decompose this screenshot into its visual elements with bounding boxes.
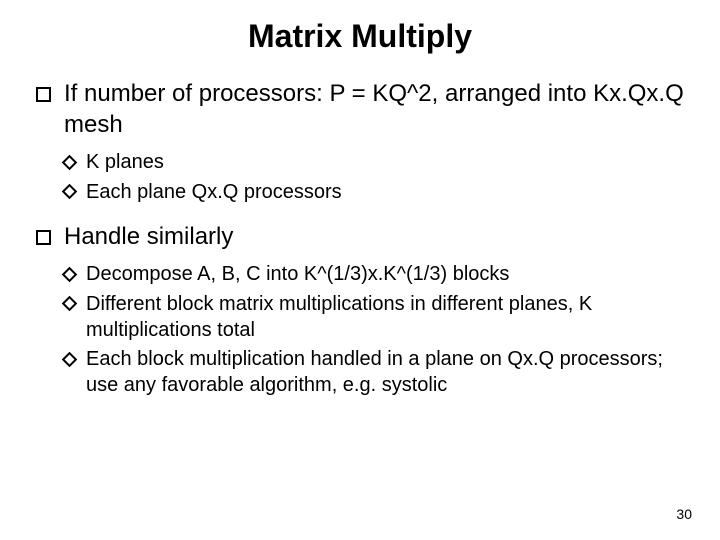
- bullet-level2-text: Different block matrix multiplications i…: [86, 293, 592, 341]
- diamond-bullet-icon: [62, 266, 78, 282]
- bullet-level2-text: K planes: [86, 151, 164, 173]
- bullet-level1: If number of processors: P = KQ^2, arran…: [36, 79, 684, 140]
- bullet-level2-text: Each plane Qx.Q processors: [86, 181, 342, 203]
- square-bullet-icon: [36, 230, 51, 245]
- bullet-level2: Different block matrix multiplications i…: [64, 292, 684, 343]
- slide: Matrix Multiply If number of processors:…: [0, 0, 720, 540]
- diamond-bullet-icon: [62, 296, 78, 312]
- bullet-level2: Each block multiplication handled in a p…: [64, 347, 684, 398]
- bullet-level2-text: Decompose A, B, C into K^(1/3)x.K^(1/3) …: [86, 263, 509, 285]
- bullet-level2: Each plane Qx.Q processors: [64, 180, 684, 206]
- bullet-level2-text: Each block multiplication handled in a p…: [86, 348, 663, 396]
- bullet-level2: K planes: [64, 150, 684, 176]
- slide-title: Matrix Multiply: [36, 18, 684, 55]
- diamond-bullet-icon: [62, 155, 78, 171]
- diamond-bullet-icon: [62, 184, 78, 200]
- bullet-level1-text: Handle similarly: [64, 223, 233, 250]
- diamond-bullet-icon: [62, 351, 78, 367]
- square-bullet-icon: [36, 87, 51, 102]
- bullet-level1: Handle similarly: [36, 222, 684, 253]
- bullet-level1-text: If number of processors: P = KQ^2, arran…: [64, 80, 684, 138]
- bullet-level2-group: Decompose A, B, C into K^(1/3)x.K^(1/3) …: [64, 262, 684, 398]
- bullet-level2: Decompose A, B, C into K^(1/3)x.K^(1/3) …: [64, 262, 684, 288]
- bullet-level2-group: K planes Each plane Qx.Q processors: [64, 150, 684, 205]
- page-number: 30: [676, 506, 692, 522]
